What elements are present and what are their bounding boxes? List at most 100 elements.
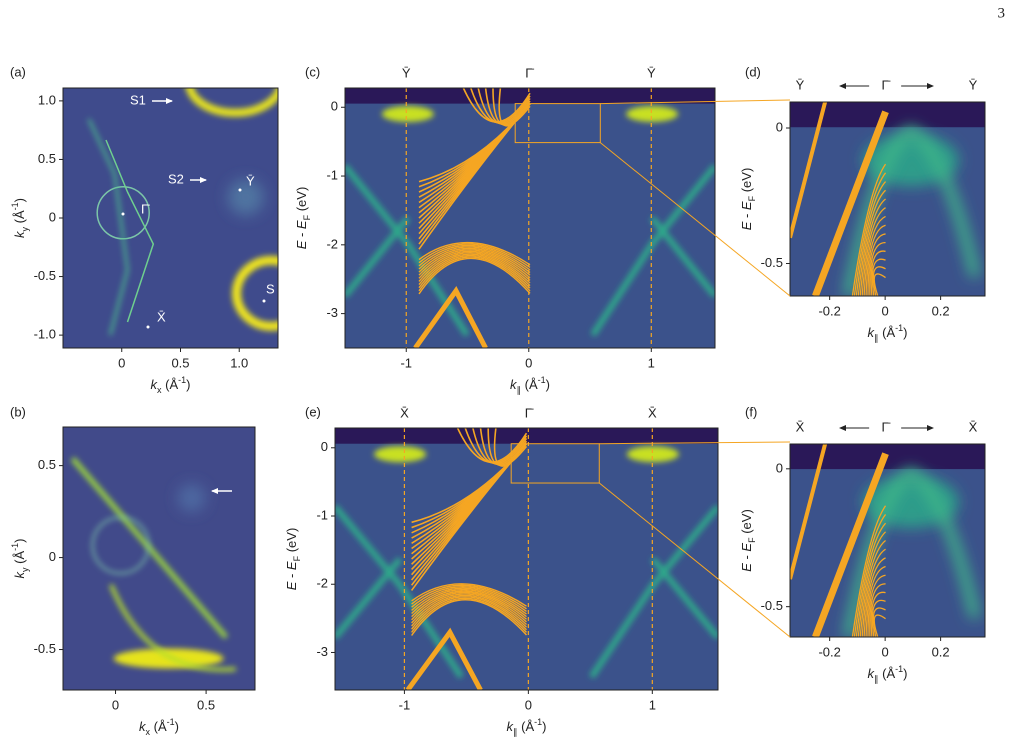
y-tick-label: -0.5	[761, 255, 783, 270]
label-part: -1	[534, 717, 542, 727]
panel-label: (b)	[10, 404, 26, 419]
page-number: 3	[998, 5, 1006, 21]
x-tick-label: 1.0	[230, 355, 248, 370]
label-part: E	[294, 220, 309, 229]
label-part: -	[739, 210, 754, 222]
label-part: F	[747, 537, 757, 543]
label-part: -1	[10, 202, 20, 210]
label-part: E	[739, 221, 754, 230]
y-tick-label: -1	[316, 507, 328, 522]
image-feature	[418, 253, 531, 287]
image-feature	[411, 597, 528, 633]
image-feature	[418, 249, 531, 279]
y-tick-label: 0.5	[38, 151, 56, 166]
x-tick-label: 0.5	[197, 697, 215, 712]
zoom-box	[514, 103, 601, 144]
label-part: F	[292, 555, 302, 561]
image-feature	[855, 522, 887, 637]
image-feature	[411, 593, 527, 626]
y-tick-label: -2	[316, 576, 328, 591]
label-part: x	[146, 727, 151, 737]
image-feature	[411, 588, 527, 618]
header-label: Ȳ	[969, 77, 978, 92]
label-part: -1	[178, 375, 186, 385]
point-dot	[146, 325, 150, 329]
image-feature	[411, 594, 527, 628]
x-tick-label: -1	[400, 355, 412, 370]
label-part: (eV)	[284, 528, 299, 556]
label-part: )	[546, 377, 550, 392]
y-tick-label: 0	[49, 209, 56, 224]
y-tick-label: -3	[326, 305, 338, 320]
x-tick-label: -0.2	[818, 644, 840, 659]
image-feature	[418, 255, 531, 289]
image-feature	[335, 428, 718, 690]
image-feature	[418, 250, 531, 281]
label-part: E	[739, 543, 754, 552]
label-part: E	[284, 581, 299, 590]
axis-label: ky (Å-1)	[10, 539, 30, 579]
image-feature	[626, 446, 679, 463]
label-part: ∥	[513, 727, 518, 737]
label-part: k	[12, 230, 27, 238]
axis-label: kx (Å-1)	[139, 717, 179, 737]
label-part: )	[903, 666, 907, 681]
image-feature	[790, 102, 828, 239]
label-part: y	[20, 567, 30, 572]
axis-label: E - EF (eV)	[739, 509, 757, 572]
image-feature	[381, 106, 434, 122]
image-feature	[418, 246, 531, 274]
image-feature	[411, 586, 527, 612]
label-part: -	[739, 552, 754, 564]
annotation: S	[266, 281, 275, 296]
label-part: (Å	[162, 377, 179, 392]
image-feature	[498, 88, 531, 127]
label-part: (Å	[12, 551, 27, 568]
label-part: (eV)	[739, 168, 754, 196]
x-tick-label: 0.2	[932, 644, 950, 659]
image-feature	[109, 584, 236, 672]
y-tick-label: -1.0	[34, 327, 56, 342]
image-feature	[413, 286, 488, 348]
label-part: ∥	[874, 333, 879, 343]
image-feature	[857, 531, 887, 637]
symmetry-label: X̄	[648, 405, 657, 420]
image-feature	[177, 484, 206, 513]
panel-image	[790, 102, 985, 296]
axis-label: ky (Å-1)	[10, 198, 30, 238]
x-tick-label: 0.5	[171, 355, 189, 370]
image-feature	[872, 607, 886, 637]
symmetry-label: Γ̄	[525, 65, 534, 80]
image-feature	[411, 583, 527, 607]
image-feature	[418, 243, 531, 268]
label-part: E	[294, 240, 309, 249]
image-feature	[411, 590, 527, 620]
axis-label: k∥ (Å-1)	[868, 323, 908, 343]
panel-image	[63, 427, 255, 690]
annotation: Γ̄	[141, 201, 150, 216]
image-feature	[870, 250, 886, 296]
image-feature	[873, 614, 886, 637]
axis-label: E - EF (eV)	[294, 187, 312, 250]
image-feature	[865, 224, 886, 296]
image-feature	[812, 452, 889, 637]
image-feature	[91, 516, 150, 575]
image-feature	[418, 252, 531, 284]
label-part: k	[868, 325, 876, 340]
image-feature	[861, 548, 886, 637]
image-feature	[418, 257, 531, 295]
label-part: ∥	[874, 674, 879, 684]
label-part: E	[739, 201, 754, 210]
image-feature	[872, 266, 886, 296]
header-label: Γ̄	[882, 77, 891, 92]
image-feature	[411, 591, 527, 623]
y-tick-label: 0.5	[38, 457, 56, 472]
label-part: -1	[895, 664, 903, 674]
panel-image	[335, 428, 718, 690]
image-feature	[418, 247, 531, 276]
image-feature	[859, 539, 886, 637]
image-feature	[870, 591, 886, 637]
image-feature	[493, 428, 528, 467]
symmetry-label: Γ̄	[525, 405, 534, 420]
y-tick-label: 0	[321, 439, 328, 454]
